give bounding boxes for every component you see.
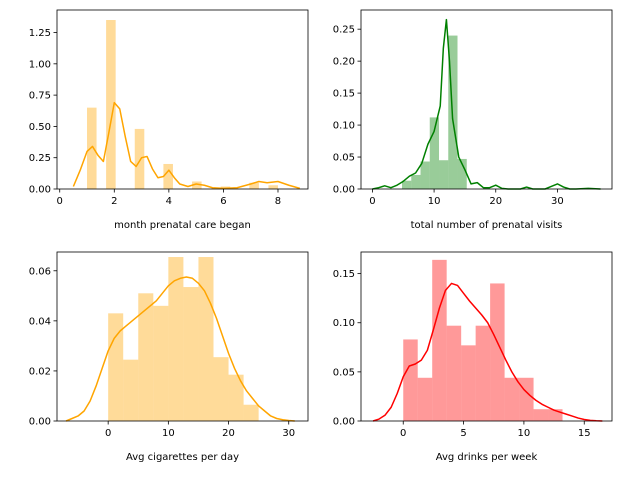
x-tick-label: 30	[551, 196, 564, 207]
x-axis-label: total number of prenatal visits	[411, 220, 563, 231]
y-tick-label: 0.00	[29, 417, 51, 428]
histogram-bar	[490, 283, 505, 421]
x-tick-label: 6	[220, 196, 226, 207]
histogram-bar	[243, 404, 259, 421]
histogram-bar	[106, 20, 116, 190]
histogram-bar	[533, 409, 549, 421]
x-tick-label: 4	[166, 196, 172, 207]
histogram-bar	[163, 163, 173, 189]
y-tick-label: 0.75	[29, 91, 51, 102]
histogram-bar	[548, 409, 563, 421]
histogram-bar	[192, 181, 202, 189]
y-tick-label: 0.05	[333, 367, 355, 378]
histogram-bar	[519, 377, 534, 421]
kde-line	[65, 276, 295, 422]
x-tick-label: 15	[578, 428, 591, 439]
histogram-bar	[138, 293, 154, 421]
x-axis-label: Avg drinks per week	[436, 452, 538, 463]
x-tick-label: 2	[111, 196, 117, 207]
y-tick-label: 0.00	[333, 185, 355, 196]
x-tick-label: 0	[57, 196, 63, 207]
histogram-bar	[108, 313, 124, 421]
histogram-bar	[403, 339, 418, 421]
y-tick-label: 0.02	[29, 366, 51, 377]
histogram-bar	[168, 257, 184, 421]
y-tick-label: 0.15	[333, 269, 355, 280]
y-tick-label: 1.00	[29, 59, 51, 70]
axes-frame	[56, 9, 309, 190]
histogram-bar	[420, 161, 430, 189]
subplot-month-prenatal-care: 0 2 4 6 8 0.00 0.25 0.50 0.75 1.00 1.25 month prena…	[29, 9, 309, 231]
x-tick-label: 20	[489, 196, 502, 207]
histogram-bar	[429, 117, 440, 189]
x-axis-label: month prenatal care began	[114, 220, 251, 231]
histogram-bar	[228, 374, 244, 421]
histogram-bar	[457, 158, 467, 189]
y-tick-label: 0.00	[333, 417, 355, 428]
x-tick-label: 5	[460, 428, 466, 439]
histogram-bar	[446, 325, 462, 421]
x-axis-label: Avg cigarettes per day	[126, 452, 239, 463]
x-tick-label: 0	[105, 428, 111, 439]
histogram-bar	[475, 325, 491, 421]
y-tick-label: 0.05	[333, 153, 355, 164]
x-tick-label: 0	[400, 428, 406, 439]
y-tick-label: 0.00	[29, 185, 51, 196]
kde-line	[372, 282, 603, 422]
x-tick-label: 20	[222, 428, 235, 439]
histogram-bar	[268, 185, 278, 189]
histogram-bar	[504, 377, 520, 421]
y-tick-label: 0.10	[333, 121, 355, 132]
subplot-avg-cigarettes: 0 10 20 30 0.00 0.02 0.04 0.06 Avg cigarettes pe…	[29, 251, 309, 463]
histogram-bar	[417, 377, 433, 421]
axes-frame	[360, 251, 613, 422]
histogram-bar	[249, 182, 259, 189]
x-tick-label: 0	[369, 196, 375, 207]
y-tick-label: 0.06	[29, 266, 51, 277]
axes-frame	[360, 9, 613, 190]
y-tick-label: 1.25	[29, 28, 51, 39]
histogram-bar	[183, 287, 199, 421]
y-tick-label: 0.04	[29, 316, 51, 327]
x-tick-label: 10	[428, 196, 441, 207]
histogram-bar	[213, 357, 229, 421]
histogram-bar	[411, 174, 421, 189]
histogram-bar	[432, 259, 447, 421]
subplot-avg-drinks: 0 5 10 15 0.00 0.05 0.10 0.15 Avg drinks per wee…	[333, 251, 613, 463]
histogram-bar	[87, 107, 97, 189]
histogram-bar	[134, 128, 145, 189]
axes-frame	[56, 251, 309, 422]
y-tick-label: 0.20	[333, 57, 355, 68]
x-tick-label: 8	[275, 196, 281, 207]
kde-line	[372, 18, 601, 190]
y-tick-label: 0.50	[29, 122, 51, 133]
histogram-bar	[461, 345, 476, 421]
y-tick-label: 0.25	[29, 153, 51, 164]
y-tick-label: 0.15	[333, 89, 355, 100]
histogram-bar	[198, 257, 214, 421]
histogram-bar	[439, 160, 449, 189]
histogram-bar	[123, 359, 139, 421]
kde-line	[72, 101, 301, 190]
y-tick-label: 0.10	[333, 318, 355, 329]
y-tick-label: 0.25	[333, 25, 355, 36]
subplot-total-prenatal-visits: 0 10 20 30 0.00 0.05 0.10 0.15 0.20 0.25 total num…	[333, 9, 613, 231]
histogram-bar	[153, 305, 169, 421]
x-tick-label: 10	[518, 428, 531, 439]
x-tick-label: 30	[282, 428, 295, 439]
histogram-bar	[402, 180, 412, 189]
x-tick-label: 10	[162, 428, 175, 439]
